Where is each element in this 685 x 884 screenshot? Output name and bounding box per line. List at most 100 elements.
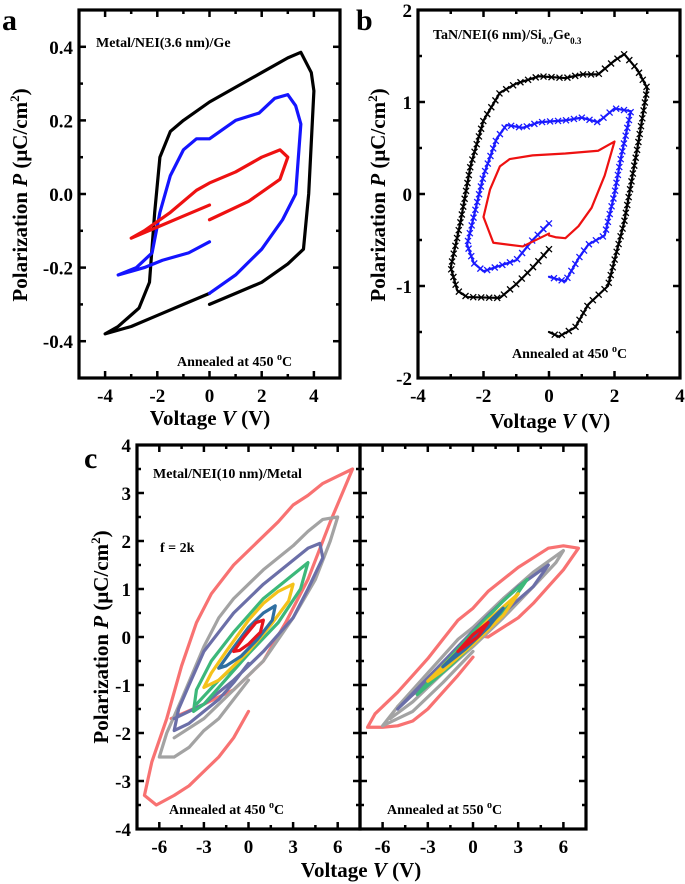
- y-tick-label: 3: [122, 484, 132, 505]
- x-marker: [622, 132, 630, 140]
- x-marker: [579, 309, 587, 317]
- x-marker: [617, 232, 625, 240]
- x-marker: [534, 257, 542, 265]
- plot-a: -4 -2 0 2 4 -0.4 -0.2 0.0 0.2 0.4: [43, 8, 342, 407]
- x-marker: [506, 285, 514, 293]
- series-line-1: [365, 544, 581, 729]
- x-marker: [623, 124, 631, 132]
- x-marker: [600, 114, 607, 122]
- x-marker: [630, 62, 638, 70]
- x-marker: [468, 221, 476, 229]
- x-marker: [558, 276, 566, 284]
- x-marker: [448, 258, 456, 265]
- x-marker: [506, 258, 514, 266]
- x-marker: [606, 109, 614, 116]
- x-marker: [626, 185, 634, 193]
- x-marker: [518, 249, 526, 257]
- plot-c-right: -6 -3 0 3 6: [358, 443, 588, 858]
- series-line-1: [103, 50, 316, 336]
- x-tick-label: 2: [610, 386, 620, 407]
- y-tick-label: 0: [122, 628, 132, 649]
- x-marker: [572, 323, 579, 331]
- x-marker: [604, 218, 612, 226]
- panel-c-frequency-note: f = 2k: [160, 541, 195, 556]
- x-marker: [459, 203, 467, 211]
- x-tick-label: 4: [309, 386, 319, 407]
- x-marker: [606, 210, 614, 218]
- panel-b-ylabel: Polarization P (μC/cm2): [365, 88, 390, 301]
- x-marker: [620, 50, 628, 58]
- series-line-3: [482, 140, 616, 248]
- x-marker: [554, 117, 562, 125]
- x-marker: [476, 265, 484, 273]
- x-marker: [466, 163, 474, 171]
- x-tick-label: 6: [333, 837, 343, 858]
- x-marker: [491, 96, 499, 104]
- x-marker: [477, 183, 485, 190]
- x-tick-label: 6: [559, 837, 569, 858]
- y-tick-label: 0.4: [49, 38, 73, 59]
- x-marker: [585, 240, 593, 248]
- x-marker: [500, 291, 508, 298]
- x-marker: [609, 263, 617, 271]
- x-marker: [498, 261, 506, 269]
- panel-c-xlabel: Voltage V (V): [301, 858, 422, 882]
- x-marker: [571, 260, 579, 268]
- x-marker: [563, 74, 571, 82]
- x-marker: [512, 280, 520, 288]
- x-tick-label: -6: [151, 837, 167, 858]
- y-tick-label: 0.2: [49, 111, 73, 132]
- x-marker: [456, 218, 464, 226]
- x-tick-label: 3: [288, 837, 298, 858]
- x-marker: [468, 156, 476, 163]
- x-marker: [575, 253, 583, 261]
- x-marker: [496, 130, 504, 138]
- x-marker: [640, 106, 648, 114]
- x-marker: [466, 229, 474, 237]
- x-marker: [473, 198, 481, 206]
- x-marker: [619, 225, 627, 232]
- x-marker: [589, 296, 597, 304]
- x-marker: [593, 118, 601, 126]
- x-marker: [546, 118, 554, 125]
- x-marker: [629, 170, 637, 177]
- x-marker: [570, 115, 578, 123]
- panel-b-xlabel: Voltage V (V): [490, 409, 611, 433]
- x-marker: [496, 90, 503, 97]
- x-marker: [583, 302, 591, 310]
- plot-frame: [416, 8, 682, 380]
- x-marker: [540, 73, 547, 81]
- y-tick-label: 4: [122, 436, 132, 457]
- y-tick-label: 2: [403, 1, 413, 22]
- x-marker: [628, 177, 635, 185]
- y-tick-label: 1: [403, 93, 413, 114]
- x-marker: [485, 294, 493, 302]
- x-marker: [518, 275, 526, 282]
- x-marker: [464, 237, 472, 245]
- x-marker: [623, 201, 631, 209]
- x-marker: [595, 70, 603, 78]
- x-marker: [538, 118, 546, 126]
- x-tick-label: 4: [675, 386, 685, 407]
- y-tick-label: -0.2: [43, 259, 73, 280]
- x-marker: [467, 252, 475, 260]
- y-tick-label: -2: [115, 724, 131, 745]
- x-marker: [452, 281, 460, 289]
- x-marker: [492, 137, 500, 145]
- x-marker: [550, 274, 558, 282]
- x-marker: [465, 245, 473, 253]
- x-marker: [578, 114, 586, 122]
- x-marker: [599, 232, 607, 240]
- x-marker: [462, 292, 469, 300]
- x-marker: [487, 152, 494, 160]
- x-marker: [471, 206, 479, 214]
- x-marker: [530, 120, 538, 128]
- plot-frame: [77, 8, 342, 380]
- x-tick-label: 2: [257, 386, 267, 407]
- x-marker: [532, 73, 540, 81]
- x-marker: [461, 195, 469, 203]
- x-marker: [630, 162, 638, 170]
- x-tick-label: -4: [410, 386, 426, 407]
- x-marker: [477, 293, 485, 301]
